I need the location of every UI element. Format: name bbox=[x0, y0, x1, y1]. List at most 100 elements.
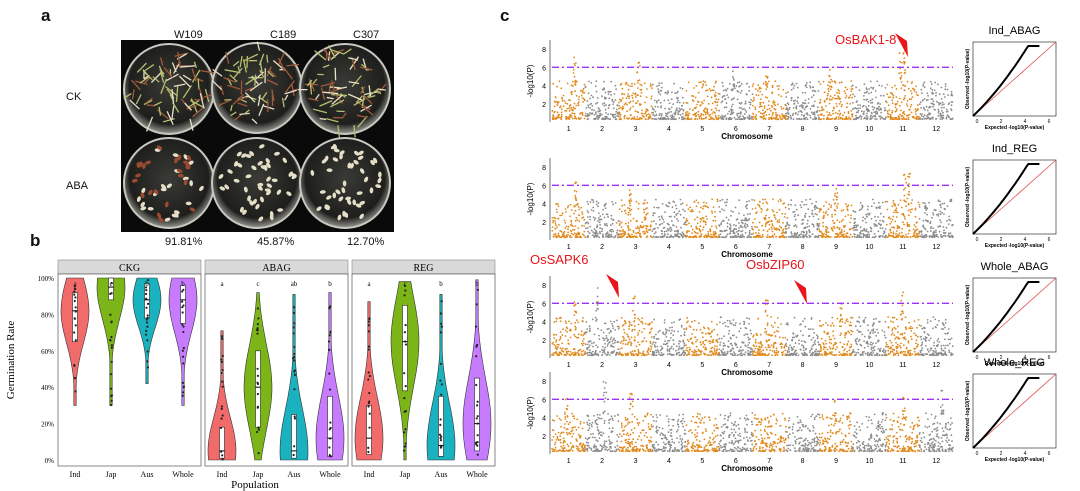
snp-point bbox=[682, 340, 685, 343]
snp-point bbox=[649, 225, 652, 228]
snp-point bbox=[585, 321, 588, 323]
snp-point bbox=[637, 94, 639, 97]
snp-point bbox=[711, 112, 714, 115]
data-point bbox=[440, 325, 444, 328]
snp-point bbox=[604, 337, 606, 340]
snp-point bbox=[588, 325, 591, 328]
snp-point bbox=[615, 351, 618, 354]
snp-point bbox=[628, 97, 630, 99]
snp-point bbox=[748, 341, 751, 344]
snp-point bbox=[587, 203, 590, 205]
snp-point bbox=[879, 207, 881, 210]
snp-point bbox=[949, 200, 951, 203]
y-tick-label: 6 bbox=[542, 65, 546, 72]
data-point bbox=[403, 284, 407, 287]
snp-point bbox=[775, 118, 778, 121]
snp-point bbox=[784, 213, 787, 215]
snp-point bbox=[793, 84, 796, 87]
data-point bbox=[146, 278, 150, 282]
snp-point bbox=[620, 199, 623, 202]
snp-point bbox=[891, 226, 893, 229]
snp-point bbox=[685, 354, 688, 357]
snp-point bbox=[693, 230, 696, 233]
snp-point bbox=[566, 107, 569, 110]
snp-point bbox=[681, 104, 683, 107]
snp-point bbox=[709, 229, 712, 232]
data-point bbox=[221, 337, 224, 341]
snp-point bbox=[599, 351, 601, 353]
snp-point bbox=[559, 105, 562, 108]
data-point bbox=[476, 404, 479, 407]
snp-point bbox=[604, 342, 606, 345]
snp-point bbox=[885, 100, 887, 103]
snp-point bbox=[587, 106, 590, 108]
snp-point bbox=[738, 199, 741, 202]
snp-point bbox=[895, 232, 897, 235]
data-point bbox=[367, 345, 371, 348]
snp-point bbox=[589, 215, 591, 218]
snp-point bbox=[747, 234, 750, 237]
snp-point bbox=[891, 86, 894, 89]
snp-point bbox=[930, 226, 932, 228]
snp-point bbox=[670, 332, 672, 335]
snp-point bbox=[589, 112, 591, 114]
snp-point bbox=[826, 94, 829, 97]
snp-point bbox=[891, 99, 894, 102]
snp-point bbox=[745, 333, 747, 335]
snp-point bbox=[794, 224, 797, 227]
snp-point bbox=[849, 233, 852, 236]
snp-point bbox=[652, 113, 654, 116]
snp-point bbox=[697, 113, 700, 116]
data-point bbox=[475, 345, 478, 348]
snp-point bbox=[674, 233, 677, 236]
snp-point bbox=[762, 349, 765, 352]
chromosome-tick: 3 bbox=[634, 244, 638, 251]
snp-point bbox=[855, 118, 857, 121]
snp-point bbox=[588, 346, 590, 348]
snp-point bbox=[812, 328, 814, 331]
snp-point bbox=[752, 115, 754, 118]
snp-point bbox=[702, 207, 704, 210]
violin-whole bbox=[462, 279, 492, 461]
snp-point bbox=[627, 93, 629, 95]
snp-point bbox=[645, 227, 648, 230]
snp-point bbox=[569, 336, 572, 339]
data-point bbox=[221, 458, 224, 461]
snp-point bbox=[753, 199, 756, 202]
snp-point bbox=[797, 111, 800, 113]
snp-point bbox=[718, 109, 720, 112]
snp-point bbox=[652, 354, 654, 357]
snp-point bbox=[561, 99, 564, 102]
snp-point bbox=[570, 220, 573, 223]
snp-point bbox=[919, 118, 922, 120]
snp-point bbox=[672, 103, 675, 106]
snp-point bbox=[876, 80, 879, 83]
snp-point bbox=[603, 216, 606, 219]
snp-point bbox=[564, 227, 567, 230]
snp-point bbox=[872, 198, 874, 201]
y-tick-label: 40% bbox=[41, 384, 54, 392]
snp-point bbox=[552, 82, 555, 85]
snp-point bbox=[638, 227, 641, 230]
snp-point bbox=[730, 105, 733, 108]
snp-point bbox=[577, 98, 580, 101]
snp-point bbox=[770, 334, 772, 337]
snp-point bbox=[716, 104, 719, 107]
data-point bbox=[367, 371, 370, 374]
snp-point bbox=[834, 81, 837, 84]
snp-point bbox=[752, 228, 755, 231]
snp-point bbox=[606, 337, 608, 340]
data-point bbox=[146, 360, 149, 363]
chromosome-tick: 4 bbox=[667, 126, 671, 133]
snp-point bbox=[698, 354, 701, 356]
snp-point bbox=[889, 222, 891, 225]
snp-point bbox=[660, 345, 662, 348]
data-point bbox=[110, 346, 113, 349]
snp-point bbox=[778, 236, 780, 239]
snp-point bbox=[741, 118, 744, 120]
snp-point bbox=[694, 117, 697, 120]
data-point bbox=[404, 324, 407, 327]
snp-point bbox=[706, 95, 709, 98]
snp-point bbox=[783, 345, 786, 348]
data-point bbox=[257, 317, 260, 320]
